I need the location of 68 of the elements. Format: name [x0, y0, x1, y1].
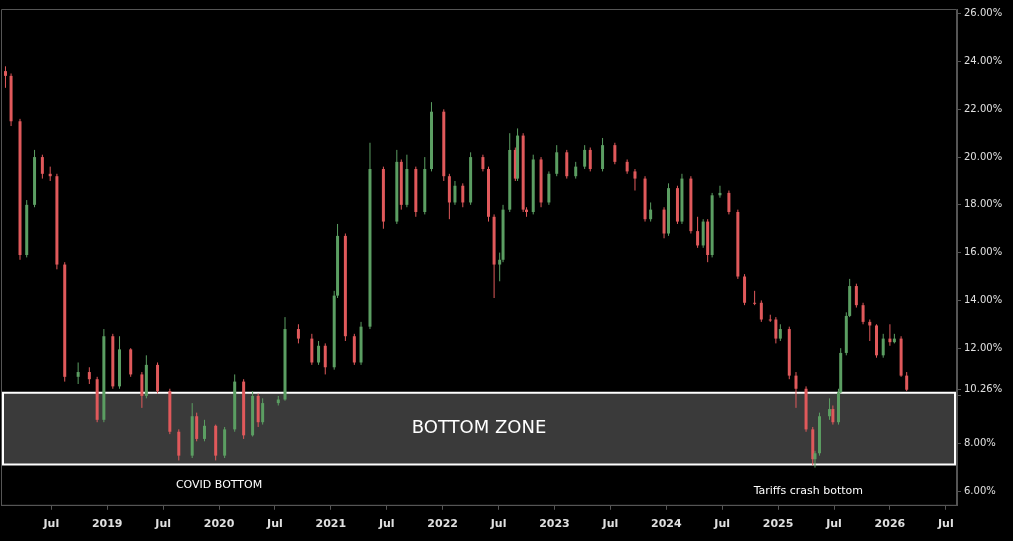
candlestick: [753, 290, 757, 306]
x-tick-label: 2020: [203, 517, 235, 531]
x-tick-label: 2026: [874, 517, 906, 531]
candlestick: [261, 397, 265, 426]
x-tick-label: 2023: [539, 517, 570, 531]
candlestick: [317, 340, 321, 366]
candlestick: [195, 412, 199, 442]
candlestick: [813, 450, 817, 469]
candlestick: [759, 299, 763, 323]
candlestick: [774, 316, 778, 344]
y-tick-label: 18.00%: [964, 198, 1003, 210]
x-tick-label: 2019: [91, 517, 123, 531]
y-tick-label: 24.00%: [964, 55, 1003, 67]
x-tick-label: Jul: [266, 517, 283, 531]
candlestick: [588, 147, 592, 172]
y-tick-label: 6.00%: [964, 485, 996, 497]
candlestick: [40, 154, 44, 180]
x-tick-label: 2024: [650, 517, 682, 531]
candlestick: [296, 323, 300, 344]
candlestick: [555, 144, 559, 177]
x-tick-label: 2021: [315, 517, 347, 531]
candlestick: [727, 190, 731, 215]
candlestick: [565, 149, 569, 180]
candlestick: [701, 218, 705, 249]
annotation: Tariffs crash bottom: [752, 484, 863, 498]
candlestick: [461, 182, 465, 208]
candlestick: [905, 371, 909, 392]
y-tick-label: 14.00%: [964, 293, 1003, 305]
y-tick-label: 8.00%: [964, 437, 996, 449]
candlestick: [140, 371, 144, 409]
y-tick-label: 16.00%: [964, 246, 1003, 258]
candlestick: [583, 144, 587, 170]
candlestick: [854, 283, 858, 309]
candlestick: [613, 142, 617, 165]
candlestick: [861, 302, 865, 325]
y-tick-label: 10.26%: [964, 383, 1003, 395]
x-tick-label: Jul: [936, 517, 954, 531]
x-tick-label: Jul: [489, 517, 507, 531]
y-tick-label: 26.00%: [964, 7, 1003, 19]
candlestick: [696, 216, 700, 249]
candlestick: [881, 333, 885, 359]
x-tick-label: Jul: [825, 517, 842, 531]
x-tick-label: Jul: [713, 517, 731, 531]
x-tick-label: Jul: [154, 517, 171, 531]
x-tick-label: 2022: [427, 517, 458, 531]
x-tick-label: Jul: [42, 517, 60, 531]
candlestick: [323, 342, 327, 375]
band-label: BOTTOM ZONE: [411, 416, 547, 438]
candlestick: [310, 333, 314, 366]
candlestick: [831, 404, 835, 426]
candlestick: [453, 180, 457, 206]
candlestick: [177, 428, 181, 461]
x-tick-label: Jul: [601, 517, 619, 531]
candlestick: [649, 201, 653, 223]
candlestick: [794, 371, 798, 409]
candlestick: [828, 397, 832, 421]
candlestick: [601, 137, 605, 172]
candlestick: [3, 65, 7, 89]
candlestick: [76, 361, 80, 385]
x-tick-label: Jul: [377, 517, 395, 531]
annotation: COVID BOTTOM: [175, 478, 263, 492]
y-tick-label: 12.00%: [964, 341, 1003, 353]
candlestick: [203, 419, 206, 442]
candlestick: [662, 206, 666, 239]
x-tick-label: 2025: [762, 517, 794, 531]
candlestick: [633, 168, 637, 192]
y-tick-label: 22.00%: [964, 102, 1003, 114]
y-tick-label: 20.00%: [964, 150, 1003, 162]
